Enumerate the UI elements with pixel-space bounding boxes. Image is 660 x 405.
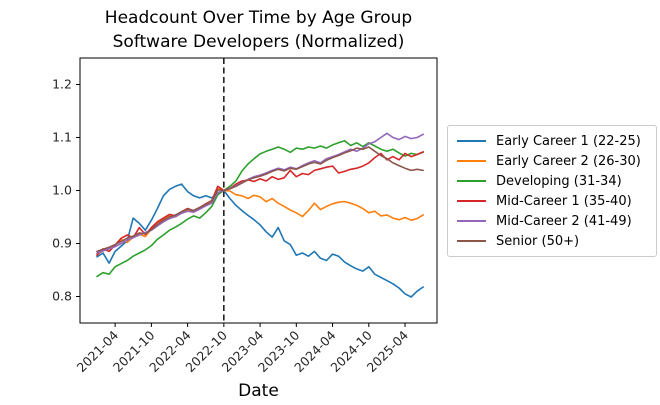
series-line-senior-50 [96, 146, 425, 253]
legend-label: Developing (31-34) [496, 173, 622, 189]
series-line-early-career-1-22-25 [96, 183, 425, 298]
legend-line-swatch [457, 160, 486, 162]
y-tick-label: 1.0 [52, 183, 72, 198]
legend-line-swatch [457, 220, 486, 222]
chart-title-line2: Software Developers (Normalized) [112, 31, 405, 52]
series-line-early-career-2-26-30 [96, 187, 425, 255]
legend-label: Mid-Career 2 (41-49) [496, 213, 632, 229]
legend-label: Mid-Career 1 (35-40) [496, 193, 632, 209]
legend-label: Early Career 2 (26-30) [496, 153, 641, 169]
series-line-mid-career-1-35-40 [96, 151, 425, 256]
chart-title-line1: Headcount Over Time by Age Group [104, 8, 413, 28]
legend-item: Early Career 1 (22-25) [457, 131, 650, 151]
legend-line-swatch [457, 240, 486, 242]
legend-item: Mid-Career 1 (35-40) [457, 191, 650, 211]
y-tick-label: 0.8 [52, 289, 72, 304]
chart-title: Headcount Over Time by Age Group Softwar… [80, 7, 437, 54]
plot-frame [79, 57, 438, 324]
legend-line-swatch [457, 200, 486, 202]
legend-label: Early Career 1 (22-25) [496, 133, 641, 149]
x-axis-label: Date [238, 381, 279, 401]
y-tick-label: 0.9 [52, 236, 72, 251]
y-tick-label: 1.2 [52, 77, 72, 92]
y-tick-label: 1.1 [52, 130, 72, 145]
legend: Early Career 1 (22-25) Early Career 2 (26… [447, 125, 657, 257]
legend-label: Senior (50+) [496, 233, 580, 249]
series-line-developing-31-34 [96, 139, 425, 278]
legend-item: Mid-Career 2 (41-49) [457, 211, 650, 231]
legend-line-swatch [457, 180, 486, 182]
legend-line-swatch [457, 140, 486, 142]
legend-item: Developing (31-34) [457, 171, 650, 191]
legend-item: Senior (50+) [457, 231, 650, 251]
legend-item: Early Career 2 (26-30) [457, 151, 650, 171]
